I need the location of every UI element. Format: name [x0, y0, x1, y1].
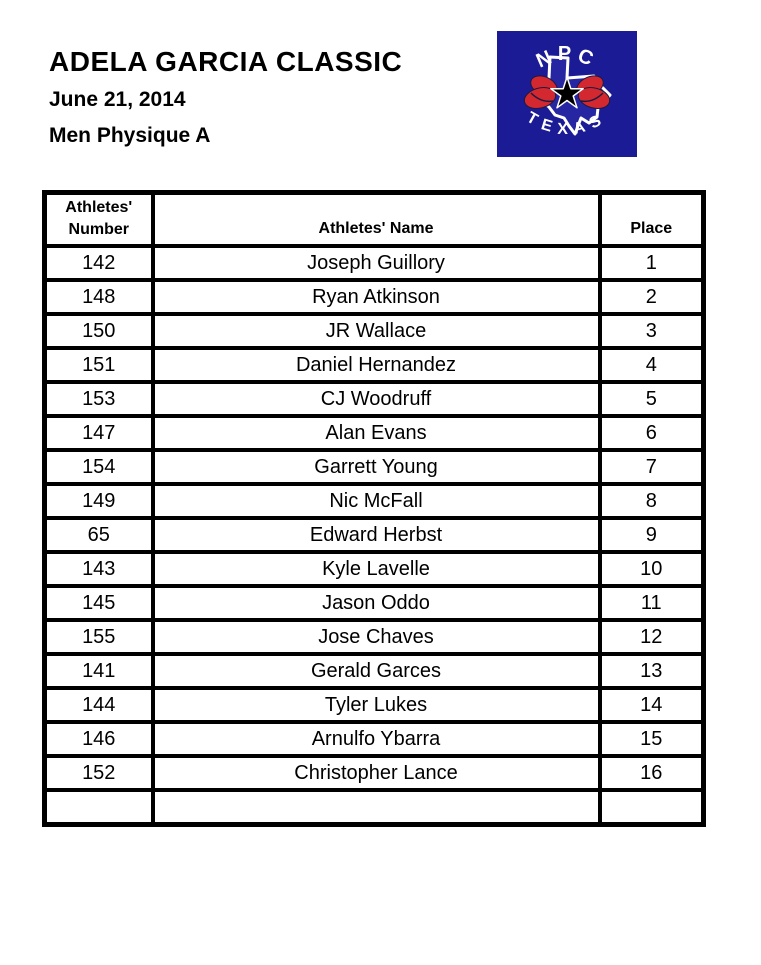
- table-row: 151 Daniel Hernandez 4: [42, 346, 706, 385]
- results-table-header: Athletes' Number Athletes' Name Place: [42, 190, 706, 249]
- table-row: 149 Nic McFall 8: [42, 482, 706, 521]
- athlete-name-cell: Jose Chaves: [150, 618, 602, 657]
- athlete-name-cell: Christopher Lance: [150, 754, 602, 793]
- place-cell: 5: [597, 380, 706, 419]
- place-cell: 10: [597, 550, 706, 589]
- table-row: 154 Garrett Young 7: [42, 448, 706, 487]
- athlete-name-cell: Kyle Lavelle: [150, 550, 602, 589]
- place-cell: 3: [597, 312, 706, 351]
- athlete-name-cell: Daniel Hernandez: [150, 346, 602, 385]
- athlete-name-cell: Edward Herbst: [150, 516, 602, 555]
- athlete-number-cell: 142: [42, 244, 155, 283]
- table-row: 146 Arnulfo Ybarra 15: [42, 720, 706, 759]
- athlete-number-cell: 154: [42, 448, 155, 487]
- athlete-name-cell: Garrett Young: [150, 448, 602, 487]
- athlete-number-cell: 152: [42, 754, 155, 793]
- table-row: 143 Kyle Lavelle 10: [42, 550, 706, 589]
- athlete-number-cell: 149: [42, 482, 155, 521]
- place-cell: 9: [597, 516, 706, 555]
- place-cell: 6: [597, 414, 706, 453]
- place-cell: 14: [597, 686, 706, 725]
- athlete-number-cell: 146: [42, 720, 155, 759]
- header-athletes-name: Athletes' Name: [150, 190, 602, 249]
- athlete-number-cell: 155: [42, 618, 155, 657]
- athlete-number-cell: 143: [42, 550, 155, 589]
- table-row: 155 Jose Chaves 12: [42, 618, 706, 657]
- athlete-name-cell: Alan Evans: [150, 414, 602, 453]
- athlete-number-cell: 145: [42, 584, 155, 623]
- place-cell: 12: [597, 618, 706, 657]
- athlete-name-cell: Gerald Garces: [150, 652, 602, 691]
- athlete-name-cell: Tyler Lukes: [150, 686, 602, 725]
- athlete-number-cell: 144: [42, 686, 155, 725]
- header-place: Place: [597, 190, 706, 249]
- npc-texas-logo: NPC TEXAS: [497, 31, 637, 157]
- event-date: June 21, 2014: [49, 88, 186, 111]
- athlete-name-cell: Ryan Atkinson: [150, 278, 602, 317]
- table-row: [42, 788, 706, 827]
- place-cell: 13: [597, 652, 706, 691]
- place-cell: 7: [597, 448, 706, 487]
- athlete-number-cell: 141: [42, 652, 155, 691]
- table-row: 145 Jason Oddo 11: [42, 584, 706, 623]
- athlete-name-cell: Nic McFall: [150, 482, 602, 521]
- table-row: 150 JR Wallace 3: [42, 312, 706, 351]
- table-row: 152 Christopher Lance 16: [42, 754, 706, 793]
- page-title: ADELA GARCIA CLASSIC: [49, 46, 403, 77]
- table-row: 65 Edward Herbst 9: [42, 516, 706, 555]
- table-row: 153 CJ Woodruff 5: [42, 380, 706, 419]
- table-row: 148 Ryan Atkinson 2: [42, 278, 706, 317]
- athlete-number-cell: 153: [42, 380, 155, 419]
- athlete-name-cell: JR Wallace: [150, 312, 602, 351]
- athlete-number-cell: 151: [42, 346, 155, 385]
- table-row: 144 Tyler Lukes 14: [42, 686, 706, 725]
- place-cell: 16: [597, 754, 706, 793]
- athlete-name-cell: Jason Oddo: [150, 584, 602, 623]
- place-cell: 2: [597, 278, 706, 317]
- place-cell: 8: [597, 482, 706, 521]
- athlete-number-cell: 148: [42, 278, 155, 317]
- division-name: Men Physique A: [49, 124, 211, 147]
- athlete-name-cell: CJ Woodruff: [150, 380, 602, 419]
- athlete-number-cell: 65: [42, 516, 155, 555]
- star-icon: [550, 76, 584, 109]
- place-cell: 15: [597, 720, 706, 759]
- table-row: 142 Joseph Guillory 1: [42, 244, 706, 283]
- table-row: 141 Gerald Garces 13: [42, 652, 706, 691]
- header-row: Athletes' Number Athletes' Name Place: [42, 190, 706, 249]
- athlete-number-cell: [42, 788, 155, 827]
- place-cell: 11: [597, 584, 706, 623]
- athlete-name-cell: [150, 788, 602, 827]
- athlete-name-cell: Joseph Guillory: [150, 244, 602, 283]
- table-row: 147 Alan Evans 6: [42, 414, 706, 453]
- place-cell: 1: [597, 244, 706, 283]
- results-table: Athletes' Number Athletes' Name Place 14…: [42, 190, 706, 827]
- results-table-body: 142 Joseph Guillory 1 148 Ryan Atkinson …: [42, 244, 706, 827]
- place-cell: 4: [597, 346, 706, 385]
- place-cell: [597, 788, 706, 827]
- header-athletes-number: Athletes' Number: [42, 190, 155, 249]
- athlete-number-cell: 147: [42, 414, 155, 453]
- athlete-number-cell: 150: [42, 312, 155, 351]
- athlete-name-cell: Arnulfo Ybarra: [150, 720, 602, 759]
